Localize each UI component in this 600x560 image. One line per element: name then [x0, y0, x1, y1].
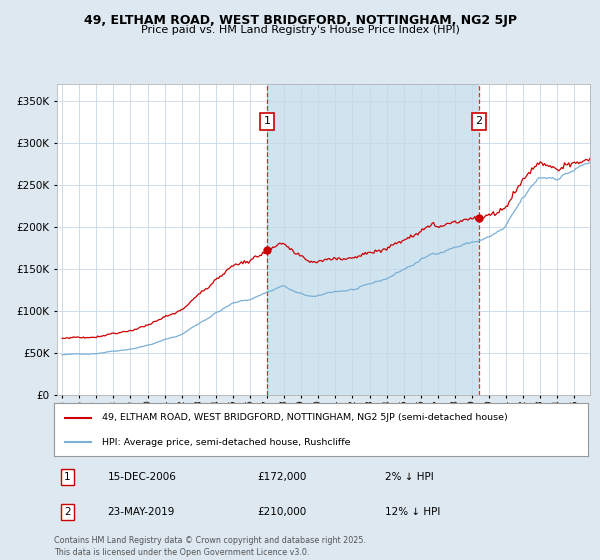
- Text: £172,000: £172,000: [257, 472, 306, 482]
- Text: 12% ↓ HPI: 12% ↓ HPI: [385, 507, 440, 517]
- Text: £210,000: £210,000: [257, 507, 306, 517]
- Text: 49, ELTHAM ROAD, WEST BRIDGFORD, NOTTINGHAM, NG2 5JP: 49, ELTHAM ROAD, WEST BRIDGFORD, NOTTING…: [83, 14, 517, 27]
- Text: 23-MAY-2019: 23-MAY-2019: [107, 507, 175, 517]
- Text: 1: 1: [64, 472, 71, 482]
- Bar: [267, 84, 479, 395]
- Text: HPI: Average price, semi-detached house, Rushcliffe: HPI: Average price, semi-detached house,…: [102, 437, 350, 446]
- Text: Contains HM Land Registry data © Crown copyright and database right 2025.
This d: Contains HM Land Registry data © Crown c…: [54, 536, 366, 557]
- Text: 2% ↓ HPI: 2% ↓ HPI: [385, 472, 434, 482]
- Text: 15-DEC-2006: 15-DEC-2006: [107, 472, 176, 482]
- Text: Price paid vs. HM Land Registry's House Price Index (HPI): Price paid vs. HM Land Registry's House …: [140, 25, 460, 35]
- Text: 49, ELTHAM ROAD, WEST BRIDGFORD, NOTTINGHAM, NG2 5JP (semi-detached house): 49, ELTHAM ROAD, WEST BRIDGFORD, NOTTING…: [102, 413, 508, 422]
- Text: 2: 2: [476, 116, 482, 127]
- Text: 2: 2: [64, 507, 71, 517]
- Text: 1: 1: [263, 116, 271, 127]
